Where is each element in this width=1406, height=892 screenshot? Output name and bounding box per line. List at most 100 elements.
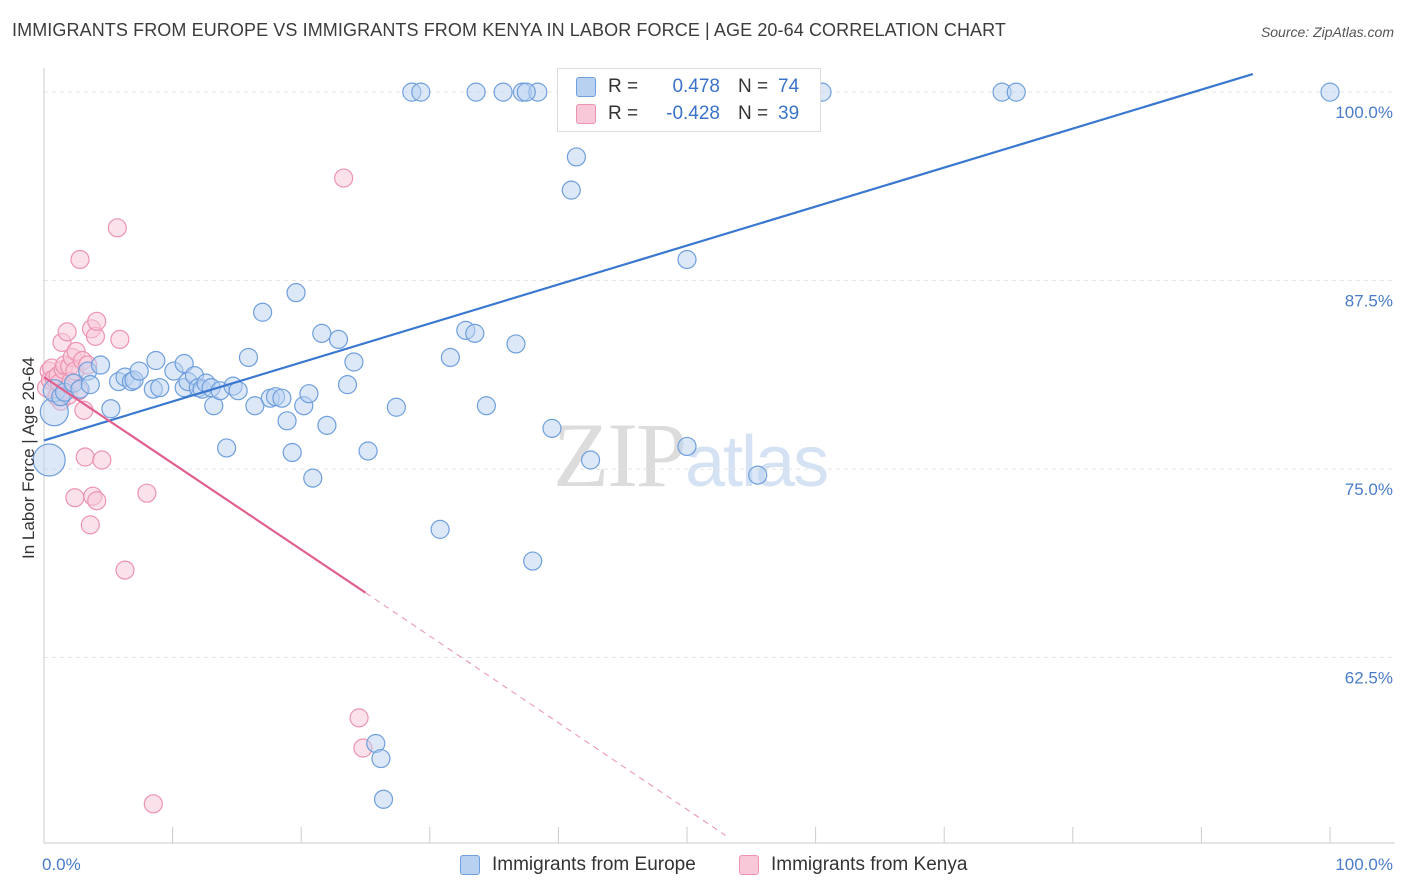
europe-point-67 bbox=[542, 418, 562, 438]
europe-point-73 bbox=[677, 436, 697, 457]
europe-point-0 bbox=[32, 443, 66, 477]
kenya-r-label: R = bbox=[608, 103, 639, 124]
europe-point-65 bbox=[506, 334, 526, 354]
europe-point-62 bbox=[493, 82, 513, 102]
europe-point-79 bbox=[677, 249, 697, 270]
bottom-europe-label: Immigrants from Europe bbox=[492, 854, 696, 875]
europe-point-52 bbox=[371, 748, 391, 769]
y-axis-title: In Labor Force | Age 20-64 bbox=[19, 357, 38, 559]
europe-point-49 bbox=[344, 352, 364, 372]
watermark-atlas: atlas bbox=[685, 422, 829, 502]
europe-points bbox=[32, 82, 1340, 809]
trend-lines bbox=[43, 72, 1254, 836]
y-tick-label-3: 100.0% bbox=[1335, 103, 1393, 122]
legend-row-europe: R = 0.478 N = 74 bbox=[576, 74, 799, 100]
kenya-point-37 bbox=[137, 483, 157, 503]
europe-point-82 bbox=[1006, 82, 1026, 102]
kenya-point-35 bbox=[110, 329, 130, 350]
europe-point-54 bbox=[386, 397, 406, 417]
kenya-point-40 bbox=[349, 708, 369, 728]
europe-point-66 bbox=[523, 551, 543, 571]
axis-labels: 62.5% 75.0% 87.5% 100.0% 0.0% 100.0% In Labor … bbox=[19, 103, 1393, 874]
kenya-point-38 bbox=[143, 794, 163, 814]
europe-point-46 bbox=[312, 323, 332, 343]
kenya-n-label: N = bbox=[738, 103, 769, 124]
europe-trend-line bbox=[43, 72, 1254, 442]
kenya-point-33 bbox=[92, 450, 112, 470]
europe-point-17 bbox=[146, 350, 166, 371]
europe-point-41 bbox=[286, 283, 306, 303]
axes bbox=[43, 68, 1395, 844]
kenya-point-26 bbox=[80, 515, 100, 535]
bottom-legend-kenya: Immigrants from Kenya bbox=[739, 852, 967, 878]
europe-point-68 bbox=[466, 82, 486, 102]
europe-point-60 bbox=[465, 323, 485, 343]
europe-point-44 bbox=[303, 468, 323, 488]
source-label: Source: ZipAtlas.com bbox=[1260, 24, 1394, 40]
kenya-n-value: 39 bbox=[778, 103, 800, 124]
bottom-europe-swatch bbox=[460, 855, 480, 875]
x-tick-label-0: 0.0% bbox=[42, 855, 81, 874]
europe-point-58 bbox=[430, 519, 450, 539]
y-tick-label-1: 75.0% bbox=[1345, 480, 1393, 499]
watermark-zip: ZIP bbox=[553, 404, 687, 506]
europe-point-39 bbox=[277, 411, 297, 431]
europe-point-8 bbox=[80, 375, 100, 395]
europe-swatch bbox=[576, 77, 596, 97]
europe-point-72 bbox=[580, 450, 601, 470]
europe-r-label: R = bbox=[608, 76, 639, 97]
europe-point-43 bbox=[299, 384, 319, 404]
kenya-point-24 bbox=[75, 447, 95, 467]
grid bbox=[44, 91, 1395, 659]
bottom-kenya-label: Immigrants from Kenya bbox=[771, 854, 968, 875]
europe-point-56 bbox=[411, 82, 431, 102]
kenya-points bbox=[36, 168, 373, 814]
europe-point-57 bbox=[440, 347, 460, 368]
europe-point-61 bbox=[476, 396, 496, 416]
europe-n-value: 74 bbox=[778, 76, 800, 97]
kenya-point-36 bbox=[115, 560, 135, 580]
europe-point-83 bbox=[1320, 82, 1340, 102]
europe-point-38 bbox=[272, 388, 292, 408]
kenya-point-39 bbox=[334, 168, 354, 188]
europe-n-label: N = bbox=[738, 76, 769, 97]
europe-point-50 bbox=[358, 441, 378, 461]
kenya-point-30 bbox=[65, 488, 85, 508]
europe-point-35 bbox=[253, 302, 273, 322]
bottom-legend-europe: Immigrants from Europe bbox=[460, 852, 696, 878]
watermark: ZIPatlas bbox=[553, 402, 829, 508]
europe-r-value: 0.478 bbox=[672, 76, 720, 97]
kenya-r-value: -0.428 bbox=[666, 103, 720, 124]
kenya-point-29 bbox=[87, 311, 107, 331]
europe-point-45 bbox=[317, 415, 337, 435]
europe-point-10 bbox=[101, 399, 121, 419]
x-tick-label-1: 100.0% bbox=[1335, 855, 1393, 874]
kenya-point-21 bbox=[70, 249, 90, 270]
europe-point-18 bbox=[150, 378, 170, 398]
kenya-trend-line bbox=[43, 376, 367, 594]
y-tick-label-0: 62.5% bbox=[1345, 669, 1393, 688]
europe-point-15 bbox=[129, 361, 149, 381]
europe-point-80 bbox=[748, 465, 768, 485]
europe-point-33 bbox=[238, 347, 259, 368]
kenya-point-34 bbox=[107, 218, 127, 238]
legend-row-kenya: R = -0.428 N = 39 bbox=[576, 101, 799, 127]
europe-point-9 bbox=[90, 355, 111, 375]
europe-point-34 bbox=[245, 396, 265, 416]
chart-title: IMMIGRANTS FROM EUROPE VS IMMIGRANTS FRO… bbox=[12, 20, 1007, 40]
kenya-swatch bbox=[576, 104, 596, 124]
europe-point-48 bbox=[337, 375, 358, 395]
y-tick-label-2: 87.5% bbox=[1345, 292, 1393, 311]
europe-point-47 bbox=[328, 329, 349, 350]
correlation-legend: R = 0.478 N = 74 R = -0.428 N = 39 bbox=[557, 68, 821, 132]
europe-point-40 bbox=[282, 442, 302, 463]
kenya-point-32 bbox=[87, 491, 107, 511]
kenya-trend-extension bbox=[365, 592, 726, 836]
bottom-kenya-swatch bbox=[739, 855, 759, 875]
europe-point-53 bbox=[373, 789, 394, 809]
kenya-point-13 bbox=[57, 322, 77, 342]
europe-point-69 bbox=[516, 82, 536, 102]
europe-point-71 bbox=[566, 147, 587, 167]
europe-point-31 bbox=[217, 438, 237, 458]
